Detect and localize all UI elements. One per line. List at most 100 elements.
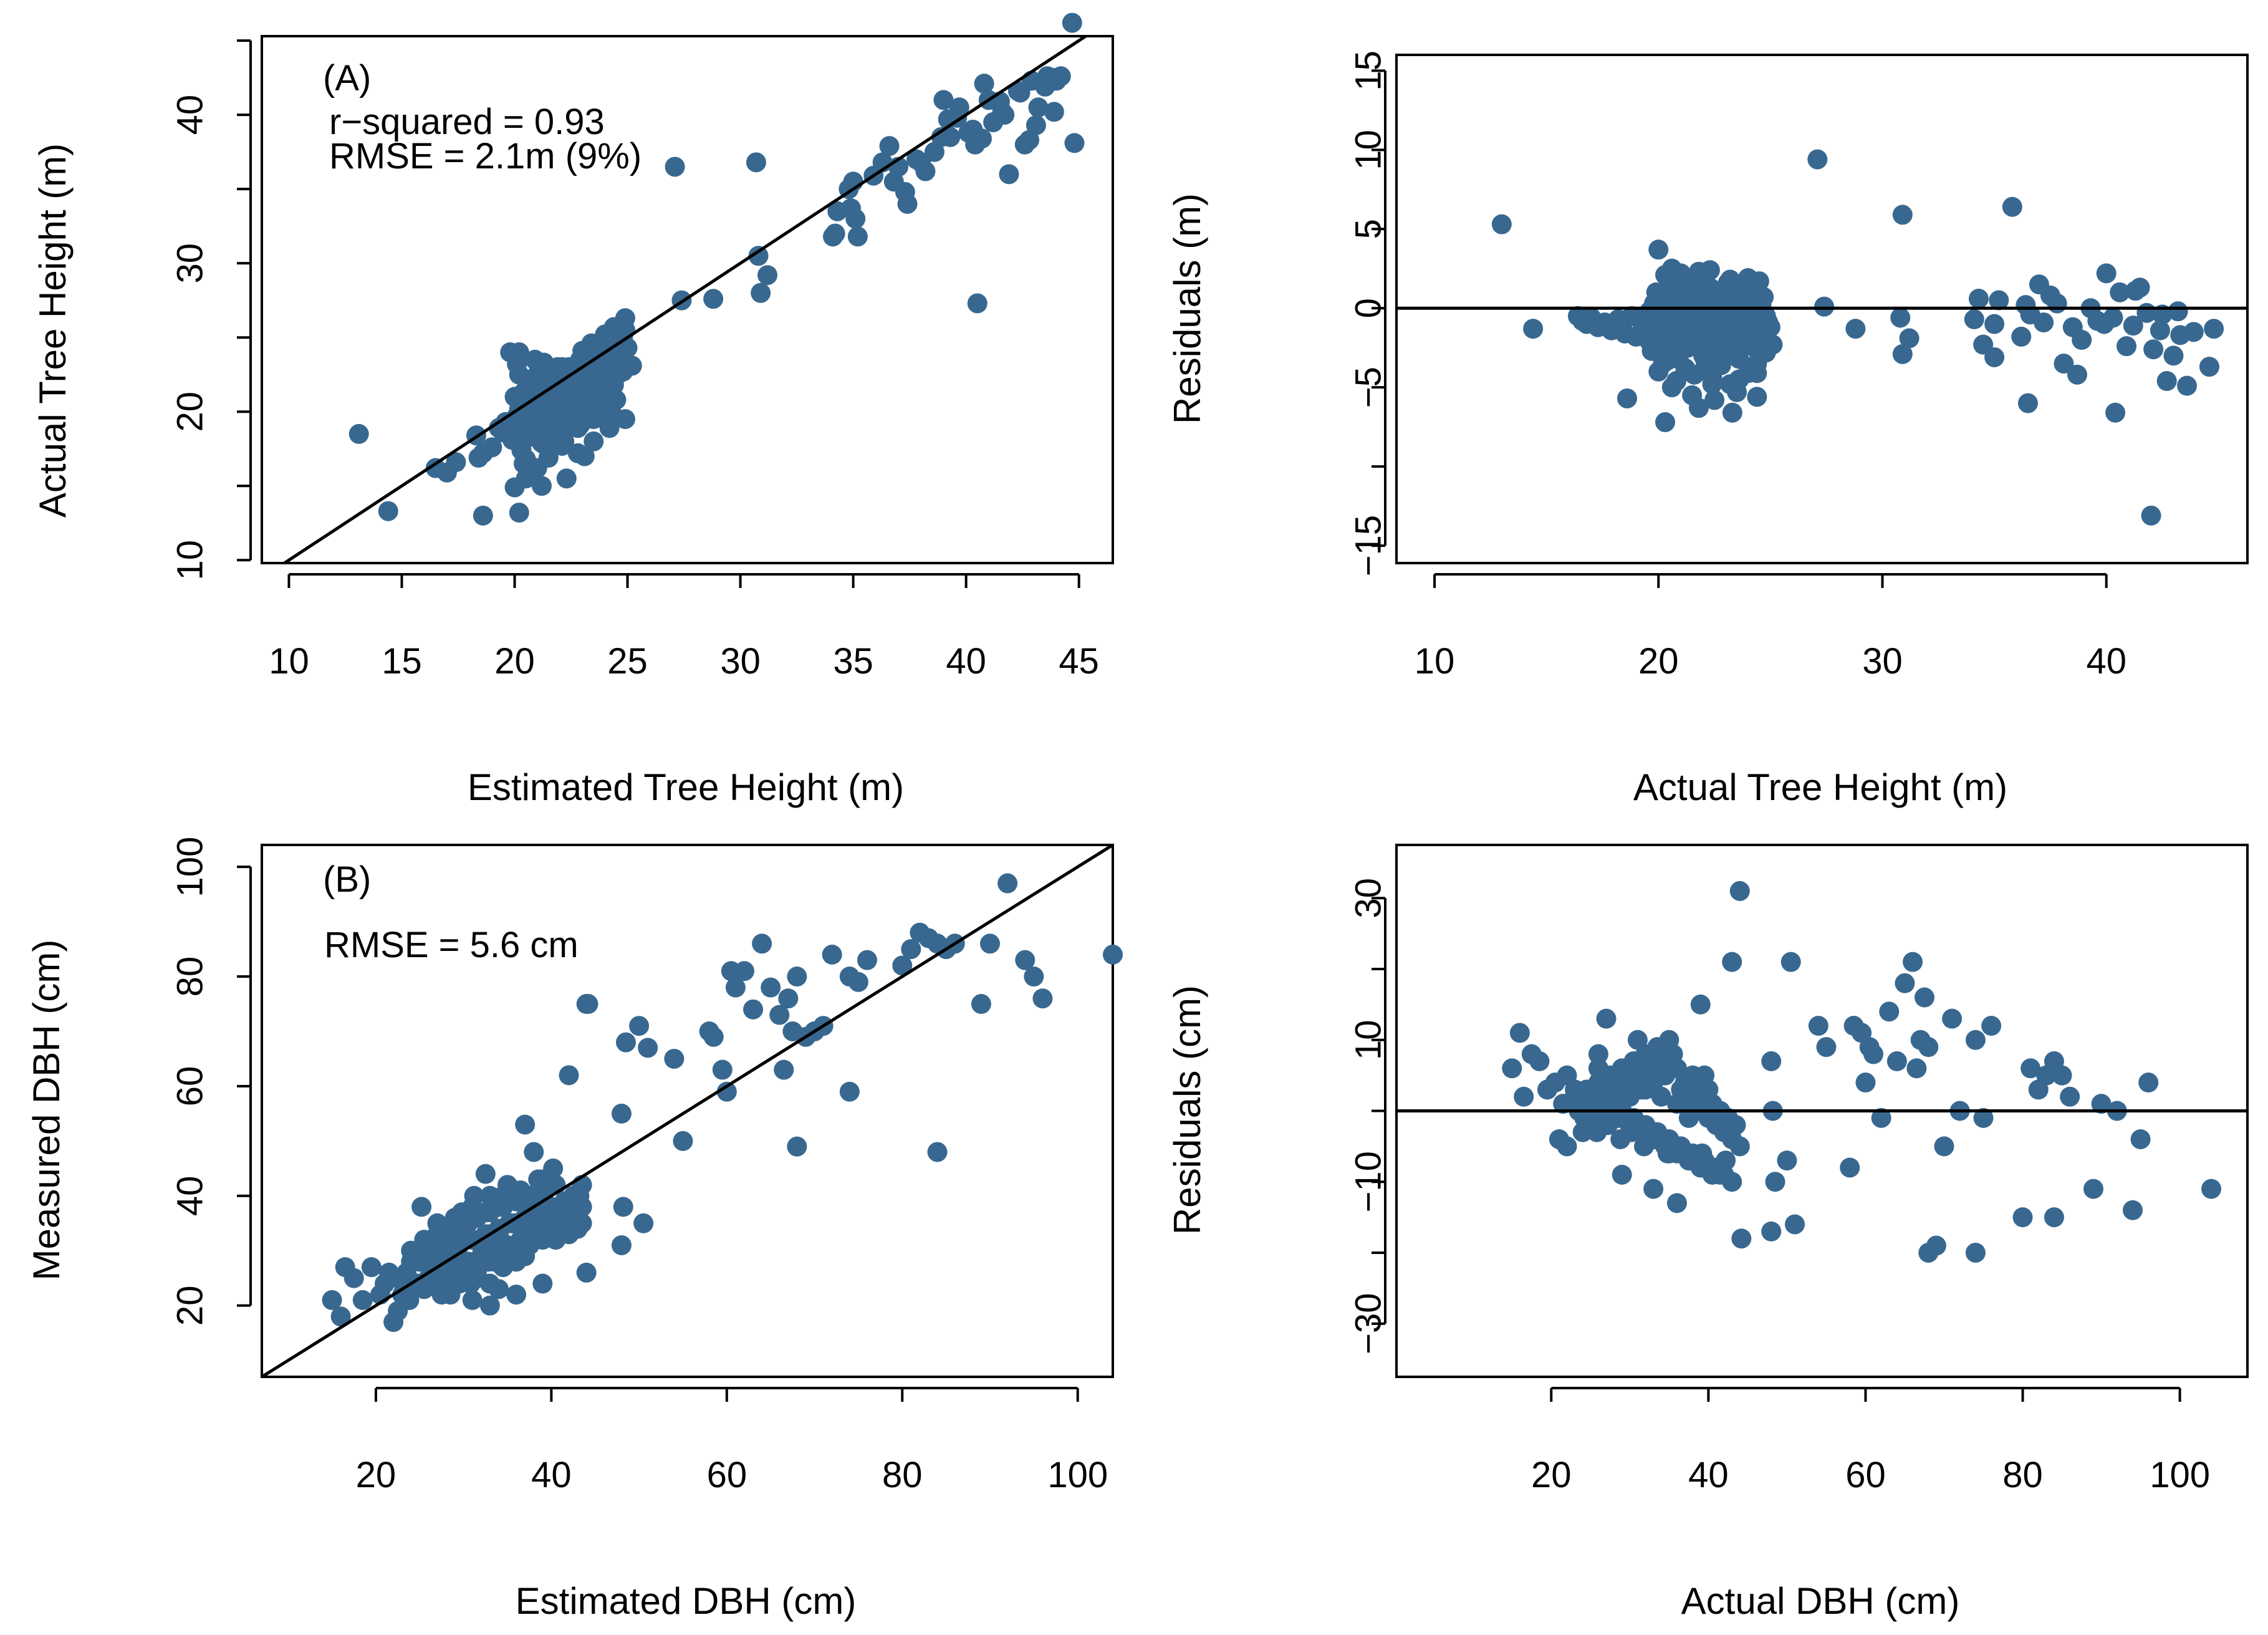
data-point (532, 1273, 553, 1294)
data-point (2017, 393, 2038, 413)
dbh-scatter-panel: 20 40 60 80 100 20 40 60 80 100 (B) RMSE = 5.6 cm… (26, 837, 1123, 1622)
dbh-residuals-panel: 20 40 60 80 100 −30 −10 10 30 Actual DBH (cm) Re… (1166, 844, 2249, 1622)
x-axis-label: Estimated DBH (cm) (516, 1580, 857, 1622)
y-tick-label: 60 (170, 1066, 211, 1107)
data-point (1062, 12, 1082, 33)
x-tick-label: 40 (946, 641, 986, 682)
data-point (2163, 345, 2184, 366)
data-point (703, 289, 724, 309)
data-point (511, 1180, 531, 1201)
data-point (822, 944, 842, 965)
data-point (847, 226, 868, 247)
data-point (466, 1262, 487, 1283)
data-point (638, 1038, 658, 1058)
reference-line (261, 843, 1114, 1379)
data-point (1010, 82, 1031, 103)
x-axis-label: Actual Tree Height (m) (1633, 766, 2007, 808)
data-point (901, 939, 921, 960)
data-point (613, 1197, 633, 1217)
data-point (473, 505, 493, 526)
data-point (579, 363, 599, 383)
y-tick-label: 20 (170, 392, 211, 432)
rmse-annotation: RMSE = 2.1m (9%) (329, 136, 641, 176)
data-point (1612, 1164, 1632, 1185)
data-point (1523, 319, 1544, 339)
data-point (1903, 952, 1923, 972)
data-point (1574, 1107, 1595, 1128)
data-point (500, 342, 521, 362)
data-point (2168, 301, 2188, 322)
data-point (629, 1016, 650, 1036)
data-point (1918, 1242, 1939, 1263)
x-tick-label: 15 (382, 641, 422, 682)
panel-label: (B) (323, 859, 371, 900)
data-point (974, 74, 994, 94)
data-point (1509, 1023, 1530, 1043)
data-point (615, 409, 635, 430)
data-point (1761, 1221, 1782, 1242)
data-point (1617, 388, 1637, 408)
data-point (2201, 1179, 2222, 1199)
data-point (1747, 387, 1767, 407)
data-point (1780, 952, 1801, 972)
data-point (2083, 1179, 2103, 1199)
x-tick-label: 10 (1415, 641, 1455, 682)
data-point (1760, 317, 1780, 337)
data-point (778, 988, 799, 1009)
data-point (1588, 1058, 1608, 1079)
data-point (611, 1235, 632, 1255)
data-point (1722, 402, 1742, 423)
data-point (787, 1136, 807, 1157)
data-point (528, 1169, 549, 1190)
data-point (1964, 309, 1984, 330)
data-point (1704, 390, 1725, 410)
data-point (453, 1252, 474, 1272)
y-axis-label: Residuals (m) (1166, 193, 1208, 424)
data-point (1666, 1094, 1687, 1114)
data-point (1580, 1086, 1601, 1107)
data-point (1661, 320, 1682, 340)
data-point (757, 265, 778, 286)
data-point (1973, 1107, 1994, 1128)
data-point (743, 999, 764, 1020)
data-point (578, 994, 598, 1015)
data-point (440, 1224, 461, 1245)
data-point (1044, 102, 1064, 122)
data-point (1981, 1016, 2002, 1036)
panel-label: (A) (323, 58, 371, 99)
data-point (1914, 987, 1934, 1008)
data-point (1871, 1107, 1891, 1128)
data-point (1845, 319, 1866, 339)
y-tick-label: 40 (170, 1176, 211, 1217)
data-point (665, 157, 685, 177)
data-point (748, 246, 769, 266)
data-point (414, 1246, 435, 1266)
data-point (1906, 1058, 1927, 1079)
data-point (1785, 1214, 1805, 1235)
data-point (2125, 281, 2146, 301)
data-point (1103, 944, 1123, 965)
data-point (322, 1290, 342, 1310)
data-point (892, 955, 913, 976)
data-point (1892, 205, 1913, 225)
data-point (2047, 293, 2067, 314)
rmse-annotation: RMSE = 5.6 cm (324, 925, 579, 965)
data-point (2052, 1065, 2072, 1086)
data-point (2011, 326, 2032, 347)
data-point (1899, 328, 1920, 349)
data-point (2122, 1200, 2143, 1220)
y-axis-label: Actual Tree Height (m) (32, 143, 74, 518)
data-point (1863, 1044, 1884, 1064)
data-point (839, 1081, 860, 1102)
data-point (1026, 115, 1046, 135)
data-point (1514, 1086, 1534, 1107)
data-point (2072, 330, 2092, 350)
data-point (751, 282, 771, 303)
x-tick-label: 100 (1047, 1455, 1108, 1495)
data-point (1620, 1073, 1640, 1093)
data-point (1777, 1150, 1797, 1171)
data-point (1984, 314, 2005, 334)
data-point (1655, 412, 1676, 433)
data-point (1765, 1172, 1785, 1192)
